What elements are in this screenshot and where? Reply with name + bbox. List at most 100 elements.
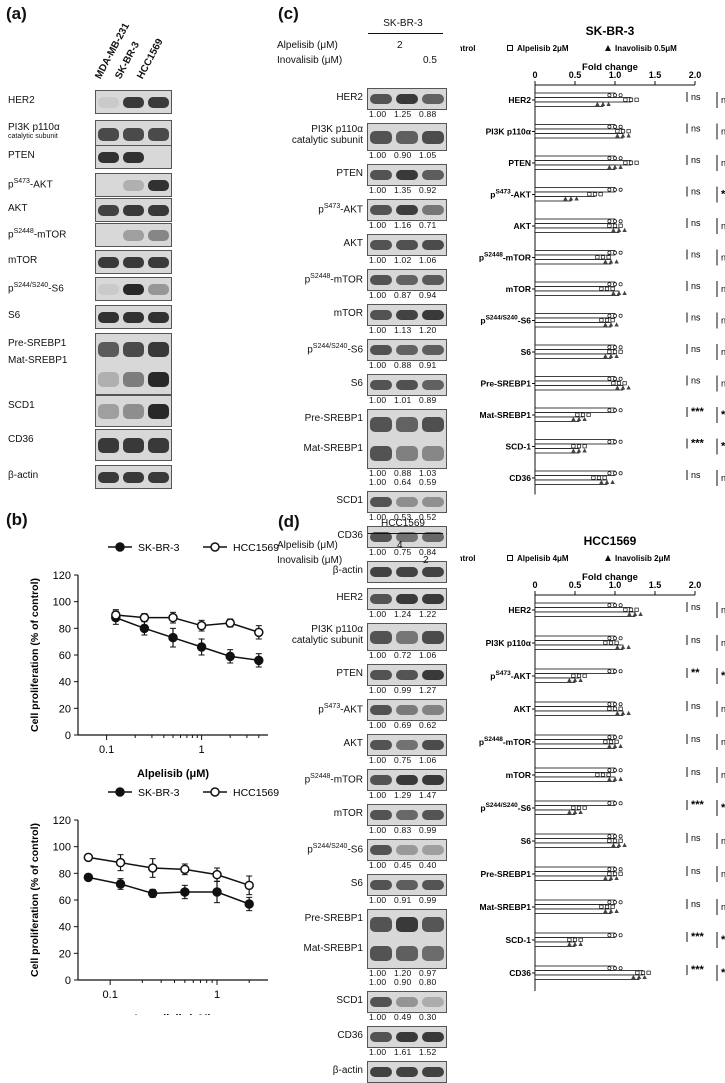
blot-band — [422, 94, 444, 104]
data-point — [632, 611, 638, 617]
blot-row-label: S6 — [350, 378, 363, 389]
quantification-values: 1.00 0.83 0.99 — [369, 825, 437, 835]
data-point — [618, 776, 623, 782]
y-tick-label: 100 — [53, 597, 71, 609]
data-point — [571, 444, 576, 449]
data-point — [613, 834, 617, 839]
quantification-values: 1.00 1.13 1.20 — [369, 325, 437, 335]
data-point — [244, 899, 254, 909]
blot-row-label: PI3K p110α catalytic subunit — [8, 122, 60, 140]
cell-line-header: HCC1569 — [381, 518, 425, 529]
blot-band — [422, 532, 444, 542]
data-point — [600, 772, 606, 777]
blot-strip — [367, 909, 447, 969]
category-label: S6 — [521, 347, 532, 357]
data-point — [604, 904, 610, 909]
y-tick-label: 60 — [59, 650, 71, 662]
blot-row-label: Mat-SREBP1 — [303, 943, 363, 954]
bar — [534, 313, 616, 319]
x-axis-label: Alpelisib (μM) — [137, 768, 209, 780]
blot-band — [98, 341, 119, 357]
blot-strip — [367, 1061, 447, 1083]
sig-label: *** — [721, 441, 725, 453]
bar — [534, 223, 616, 229]
x-tick-label: 1.0 — [609, 70, 622, 80]
bar — [534, 767, 616, 773]
blot-band — [148, 229, 169, 241]
sig-label: ns — [691, 250, 701, 260]
bar — [534, 965, 616, 971]
data-point — [618, 223, 623, 228]
blot-row-label: Mat-SREBP1 — [303, 443, 363, 454]
blot-band — [98, 437, 119, 453]
blot-band — [148, 256, 169, 268]
data-point — [604, 286, 610, 291]
data-point — [139, 623, 150, 634]
blot-row-label: mTOR — [333, 808, 363, 819]
data-point — [111, 610, 121, 620]
data-point — [611, 227, 616, 233]
legend-label: Alpelisib 4μM — [517, 554, 569, 563]
blot-band — [98, 311, 119, 323]
blot-strip — [367, 1026, 447, 1048]
x-tick-label: 0 — [532, 580, 537, 590]
blot-row-label: AKT — [343, 738, 363, 749]
blot-band — [123, 179, 144, 191]
blot-band — [123, 371, 144, 387]
blot-strip — [95, 429, 172, 461]
category-label: Pre-SREBP1 — [480, 379, 531, 389]
data-point — [618, 219, 623, 224]
sig-label: ns — [721, 95, 725, 105]
category-label: pS2448-mTOR — [479, 736, 531, 747]
legend-label: SK-BR-3 — [138, 787, 180, 799]
blot-strip — [367, 734, 447, 756]
data-point — [618, 834, 623, 839]
sig-label: *** — [721, 934, 725, 946]
data-point — [603, 908, 608, 914]
blot-row-label: pS473-AKT — [8, 178, 53, 191]
blot-row-label: β-actin — [332, 565, 363, 576]
data-point — [612, 223, 618, 228]
bar — [534, 701, 616, 707]
data-point — [613, 669, 617, 674]
sig-label: ns — [721, 316, 725, 326]
blot-band — [422, 240, 444, 250]
data-point — [607, 900, 612, 905]
data-point — [572, 677, 578, 683]
data-point — [608, 259, 614, 264]
drug2-label: Inovalisib (μM) — [277, 55, 343, 66]
bar — [534, 479, 608, 485]
data-point — [168, 612, 178, 623]
x-tick-label: 0.5 — [569, 70, 582, 80]
data-point — [603, 353, 608, 359]
sig-label: *** — [721, 670, 725, 682]
data-point — [618, 603, 623, 608]
blot-band — [422, 880, 444, 890]
data-point — [586, 412, 591, 417]
bar — [534, 899, 616, 905]
blot-band — [370, 946, 392, 961]
panel-label-d: (d) — [278, 512, 300, 531]
data-point — [607, 439, 612, 444]
category-label: PI3K p110α — [486, 638, 532, 648]
blot-row-label: pS244/S240-S6 — [8, 282, 64, 295]
blot-band — [370, 1067, 392, 1077]
bar-chart-c-bars: SK-BR-3 Control Alpelisib 2μM Inavolisib 0.… — [460, 24, 725, 495]
data-point — [613, 250, 617, 255]
sig-label: *** — [691, 931, 705, 943]
data-point — [572, 809, 578, 815]
x-tick-label: 2.0 — [689, 580, 702, 590]
sig-label: ns — [691, 701, 701, 711]
data-point — [614, 259, 619, 264]
blot-band — [98, 256, 119, 268]
blot-band — [422, 310, 444, 320]
data-point — [611, 842, 616, 848]
data-point — [612, 706, 618, 711]
data-point — [613, 219, 617, 224]
legend-marker — [605, 555, 611, 561]
data-point — [614, 322, 619, 327]
drug2-dose: 0.5 — [423, 55, 437, 66]
sig-label: ns — [691, 734, 701, 744]
bar — [534, 871, 616, 877]
data-point — [600, 101, 606, 107]
